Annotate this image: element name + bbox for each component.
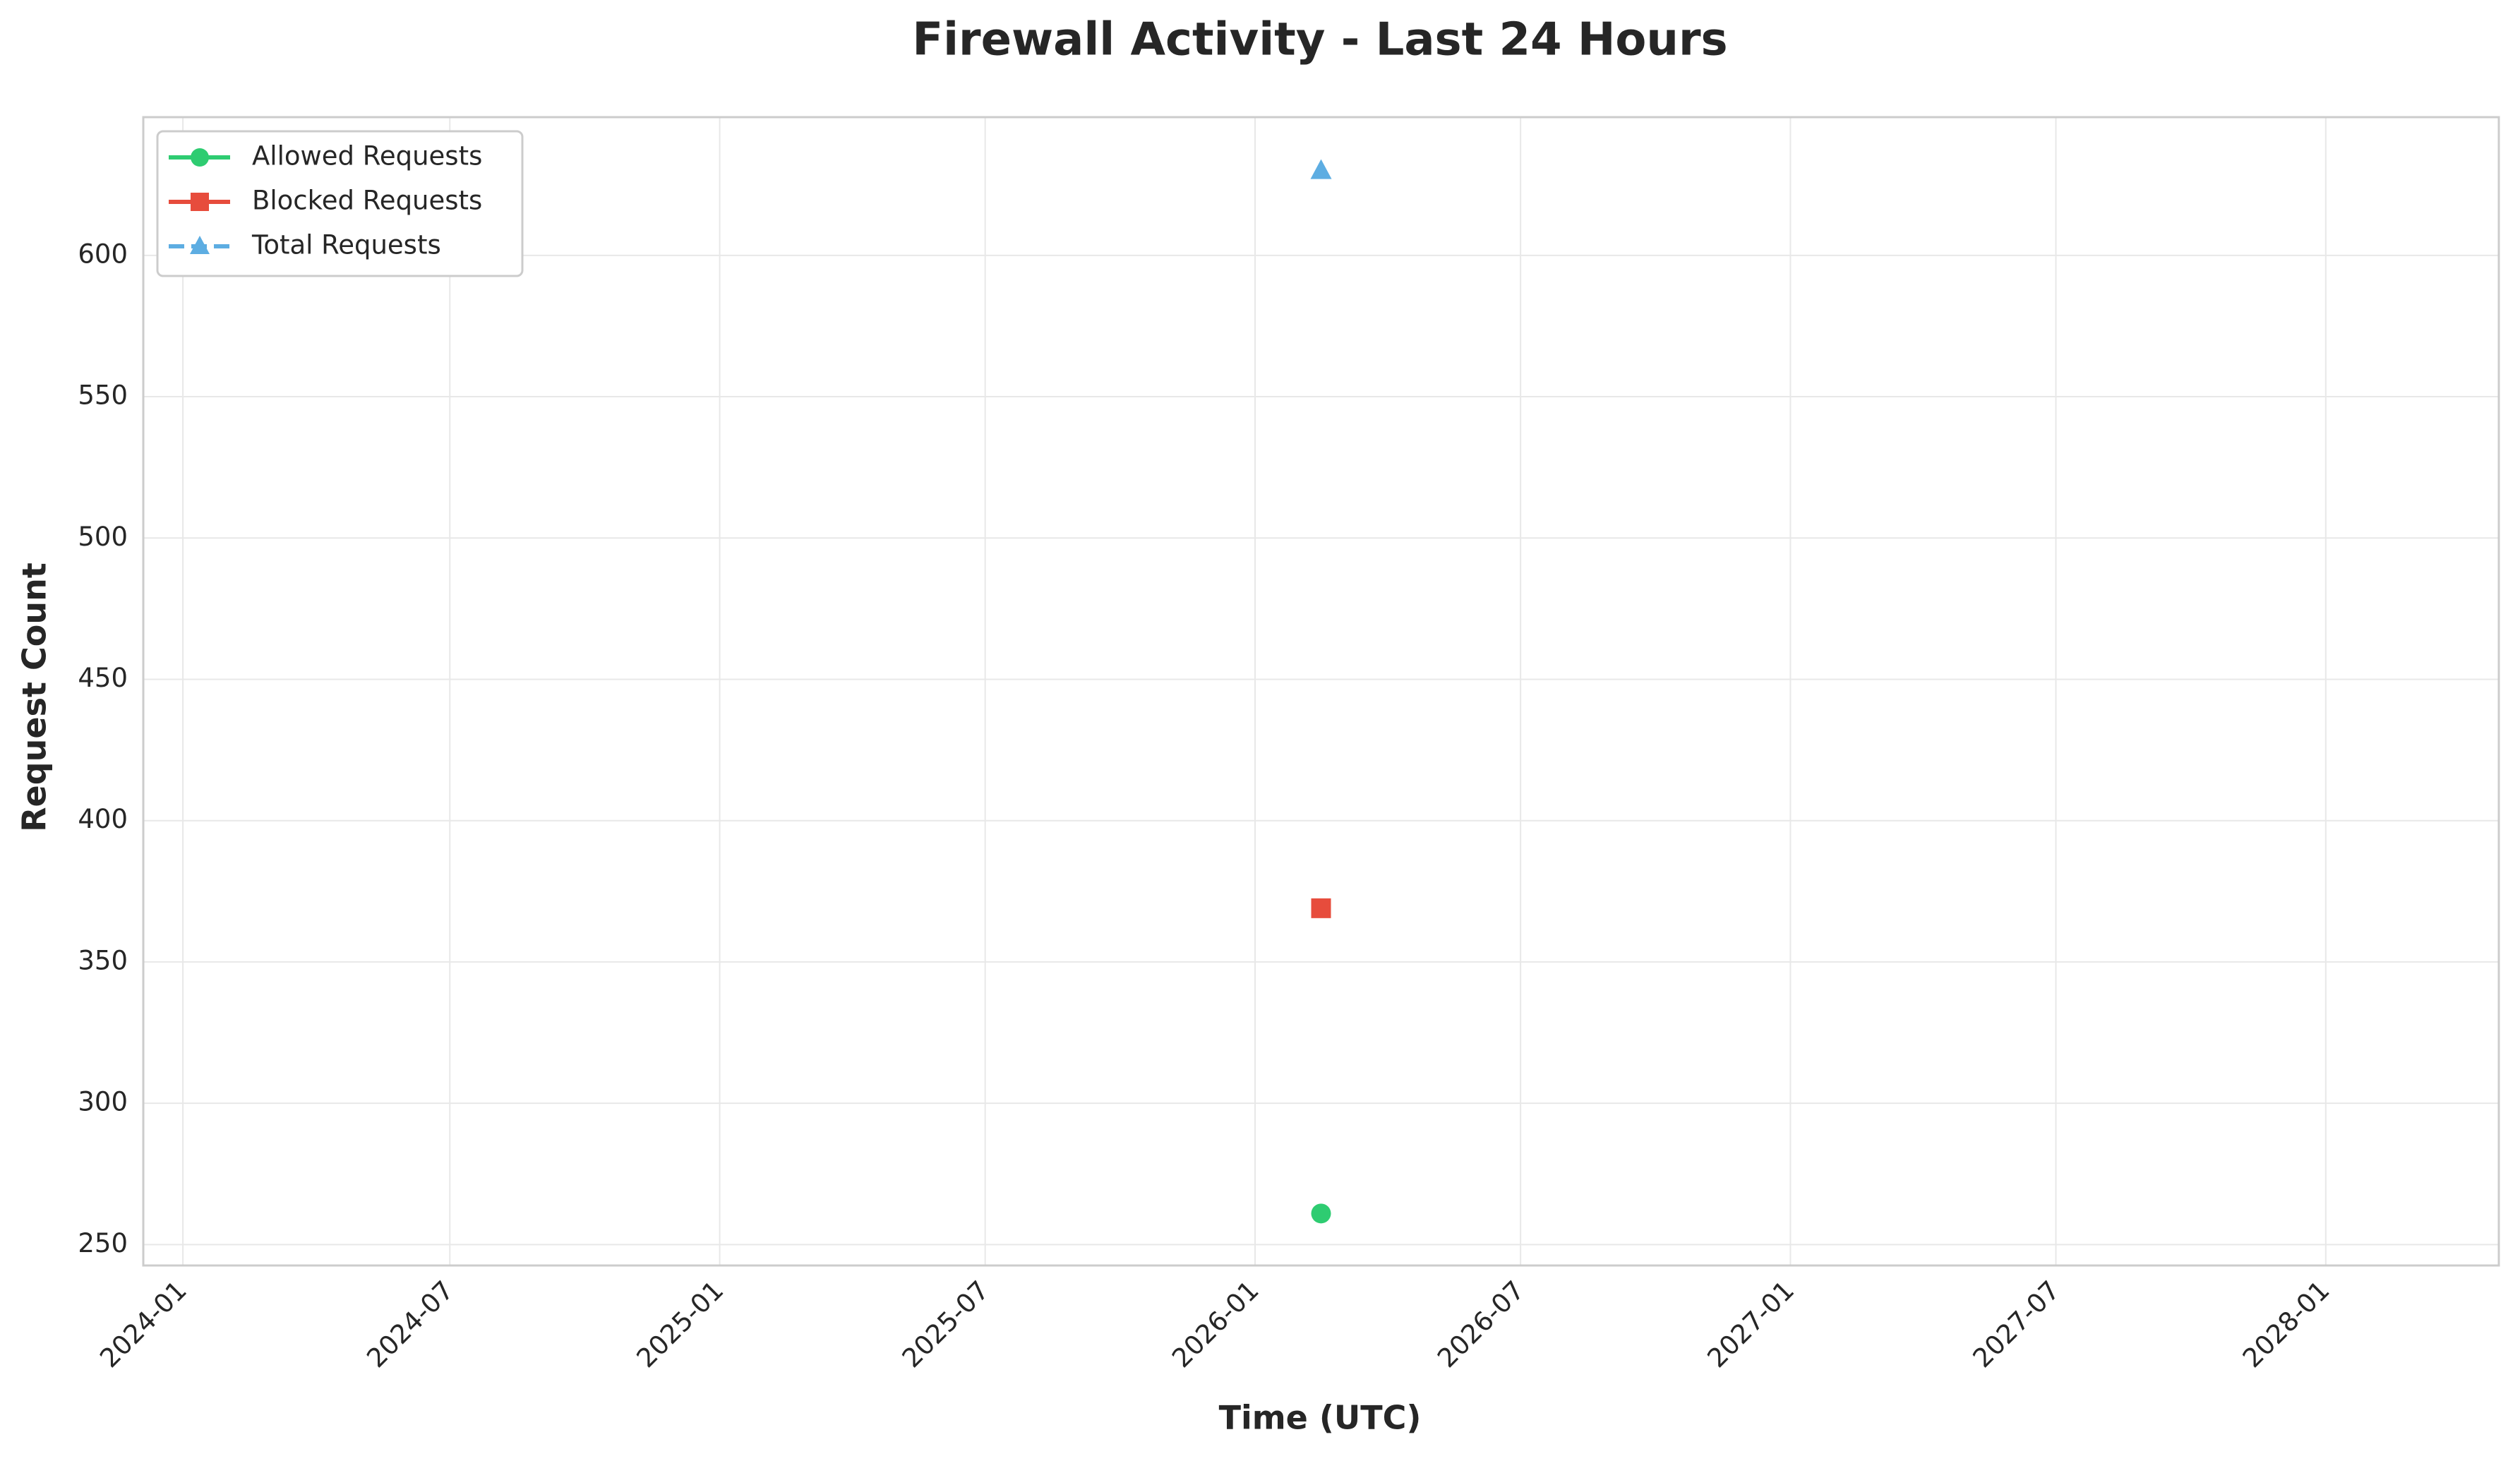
y-tick-label: 500 <box>78 522 128 552</box>
y-tick-label: 450 <box>78 663 128 693</box>
plot-frame <box>142 116 2500 1267</box>
legend-marker <box>191 193 209 211</box>
y-tick-label: 600 <box>78 239 128 269</box>
y-axis-label: Request Count <box>16 563 54 832</box>
marker <box>1310 159 1332 179</box>
legend-label: Total Requests <box>251 230 441 260</box>
marker <box>1311 1203 1331 1224</box>
legend-label: Blocked Requests <box>252 186 482 216</box>
legend-marker <box>190 236 210 254</box>
legend-label: Allowed Requests <box>252 141 482 172</box>
y-tick-label: 550 <box>78 380 128 411</box>
y-tick-label: 400 <box>78 804 128 834</box>
y-tick-label: 350 <box>78 945 128 975</box>
legend-marker <box>191 148 209 167</box>
marker <box>1311 898 1331 918</box>
x-axis-label: Time (UTC) <box>1219 1399 1422 1437</box>
y-tick-label: 250 <box>78 1228 128 1258</box>
chart-title: Firewall Activity - Last 24 Hours <box>912 14 1727 66</box>
y-tick-label: 300 <box>78 1087 128 1117</box>
legend-box <box>156 130 524 277</box>
legend: Allowed Requests Blocked Requests Total Re… <box>156 130 524 277</box>
